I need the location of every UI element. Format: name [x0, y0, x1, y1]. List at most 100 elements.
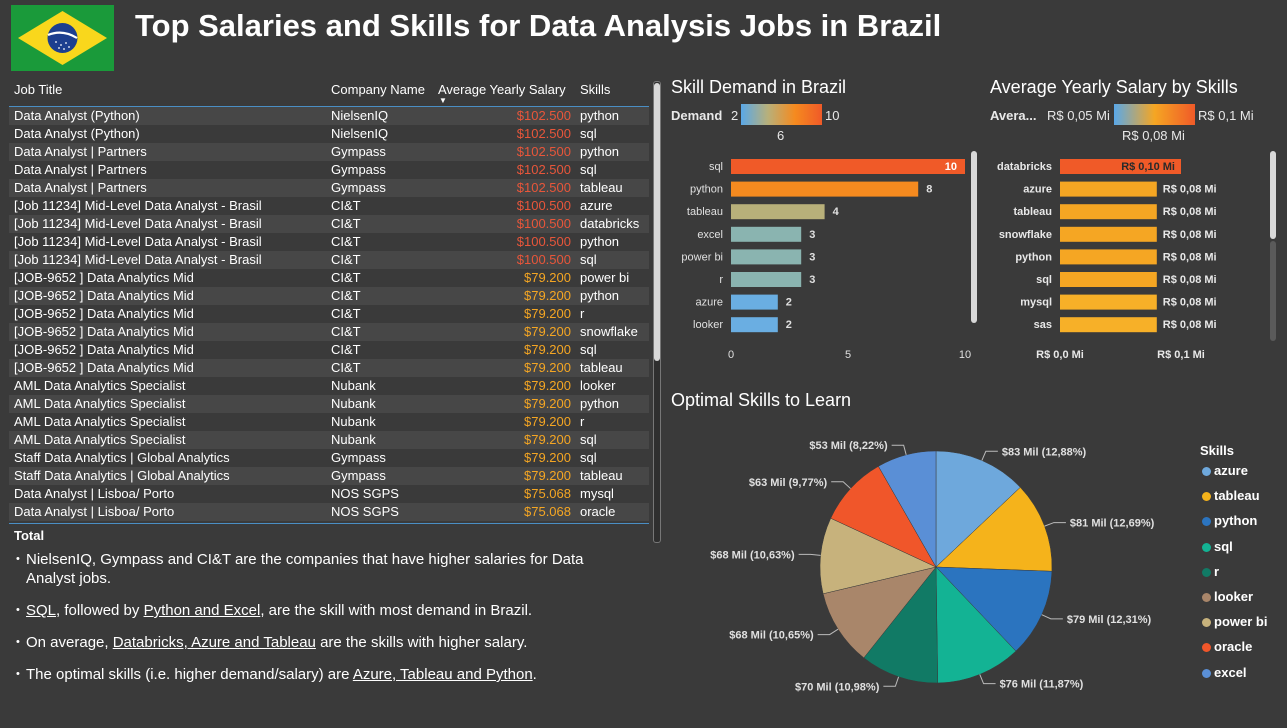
header-skills[interactable]: Skills [580, 82, 611, 97]
pie-legend-item[interactable]: excel [1200, 665, 1267, 690]
salary-bar [1060, 204, 1157, 220]
demand-category-label: looker [693, 319, 723, 331]
table-row[interactable]: Staff Data Analytics | Global Analytics G… [9, 449, 649, 467]
pie-legend-item[interactable]: azure [1200, 463, 1267, 488]
salary-data-label: R$ 0,08 Mi [1163, 229, 1217, 241]
demand-category-label: tableau [687, 206, 723, 218]
legend-marker [1202, 567, 1211, 577]
pie-legend-item[interactable]: r [1200, 564, 1267, 589]
cell-company-name: NOS SGPS [331, 504, 399, 519]
table-row[interactable]: [JOB-9652 ] Data Analytics Mid CI&T $79.20… [9, 269, 649, 287]
insight-highlight: Databricks, Azure and Tableau [112, 634, 316, 651]
table-scrollbar-thumb[interactable] [654, 83, 660, 361]
skill-demand-chart: sql 10 python 8 tableau 4 excel 3 power bi 3 r 3 azu… [681, 159, 971, 361]
pie-legend-item[interactable]: power bi [1200, 614, 1267, 639]
table-body: Data Analyst (Python) NielsenIQ $102.500 py… [9, 107, 649, 521]
insight-text: The optimal skills (i.e. higher demand/s… [26, 666, 353, 683]
salary-bar [1060, 249, 1157, 265]
table-row[interactable]: Data Analyst | Lisboa/ Porto NOS SGPS $75.… [9, 485, 649, 503]
pie-data-label: $79 Mil (12,31%) [1067, 614, 1152, 626]
table-row[interactable]: [JOB-9652 ] Data Analytics Mid CI&T $79.20… [9, 359, 649, 377]
pie-leader-line [798, 553, 821, 556]
salary-by-skills-chart: databricks R$ 0,10 Mi azure R$ 0,08 Mi table… [997, 159, 1217, 361]
cell-company-name: CI&T [331, 234, 361, 249]
demand-legend-mid: 6 [777, 128, 785, 143]
table-row[interactable]: Data Analyst | Partners Gympass $102.500 sq… [9, 161, 649, 179]
cell-company-name: CI&T [331, 252, 361, 267]
table-row[interactable]: AML Data Analytics Specialist Nubank $79.2… [9, 395, 649, 413]
header-job-title[interactable]: Job Title [14, 82, 63, 97]
table-row[interactable]: Data Analyst | Lisboa/ Porto NOS SGPS $75.… [9, 503, 649, 521]
table-row[interactable]: [Job 11234] Mid-Level Data Analyst - Bra… [9, 197, 649, 215]
cell-skill: r [580, 414, 585, 429]
salary-data-label: R$ 0,08 Mi [1163, 251, 1217, 263]
table-row[interactable]: [Job 11234] Mid-Level Data Analyst - Bra… [9, 215, 649, 233]
table-row[interactable]: Data Analyst (Python) NielsenIQ $102.500 py… [9, 107, 649, 125]
table-row[interactable]: [JOB-9652 ] Data Analytics Mid CI&T $79.20… [9, 287, 649, 305]
salary-by-skills-title: Average Yearly Salary by Skills [990, 77, 1238, 97]
salary-category-label: mysql [1020, 297, 1052, 309]
cell-skill: r [580, 306, 585, 321]
table-row[interactable]: AML Data Analytics Specialist Nubank $79.2… [9, 431, 649, 449]
pie-legend-item[interactable]: looker [1200, 589, 1267, 614]
cell-job-title: [JOB-9652 ] Data Analytics Mid [14, 288, 194, 303]
table-row[interactable]: [JOB-9652 ] Data Analytics Mid CI&T $79.20… [9, 323, 649, 341]
insight-note: On average, Databricks, Azure and Tablea… [16, 633, 636, 652]
header-average-yearly-salary[interactable]: Average Yearly Salary [438, 82, 566, 97]
cell-skill: tableau [580, 468, 623, 483]
cell-job-title: [JOB-9652 ] Data Analytics Mid [14, 324, 194, 339]
pie-slice [863, 566, 938, 684]
legend-marker [1202, 517, 1211, 527]
salary-scrollbar-track[interactable] [1270, 241, 1276, 341]
pie-leader-line [817, 628, 839, 636]
legend-marker [1202, 643, 1211, 653]
legend-label: power bi [1214, 614, 1268, 630]
table-row[interactable]: AML Data Analytics Specialist Nubank $79.2… [9, 377, 649, 395]
table-row[interactable]: [JOB-9652 ] Data Analytics Mid CI&T $79.20… [9, 305, 649, 323]
pie-legend-item[interactable]: oracle [1200, 639, 1267, 664]
pie-leader-line [1041, 614, 1063, 620]
table-row[interactable]: Data Analyst | Partners Gympass $102.500 py… [9, 143, 649, 161]
sort-descending-icon[interactable]: ▼ [439, 96, 447, 105]
cell-company-name: CI&T [331, 360, 361, 375]
demand-data-label: 2 [786, 297, 792, 309]
salary-scrollbar[interactable] [1270, 151, 1276, 239]
cell-salary: $79.200 [524, 306, 571, 321]
salary-xtick-label: R$ 0,1 Mi [1157, 349, 1205, 361]
demand-category-label: sql [709, 161, 723, 173]
cell-job-title: [JOB-9652 ] Data Analytics Mid [14, 306, 194, 321]
table-row[interactable]: Data Analyst | Partners Gympass $102.500 ta… [9, 179, 649, 197]
salary-bar [1060, 272, 1157, 287]
pie-legend-item[interactable]: python [1200, 513, 1267, 538]
pie-data-label: $70 Mil (10,98%) [795, 681, 880, 693]
pie-data-label: $76 Mil (11,87%) [1000, 679, 1084, 691]
cell-company-name: CI&T [331, 270, 361, 285]
cell-company-name: Nubank [331, 396, 376, 411]
table-row[interactable]: [JOB-9652 ] Data Analytics Mid CI&T $79.20… [9, 341, 649, 359]
cell-skill: python [580, 234, 620, 249]
table-row[interactable]: Staff Data Analytics | Global Analytics G… [9, 467, 649, 485]
cell-skill: sql [580, 162, 597, 177]
table-row[interactable]: [Job 11234] Mid-Level Data Analyst - Bra… [9, 251, 649, 269]
insight-highlight: Azure, Tableau and Python [352, 666, 533, 683]
header-company-name[interactable]: Company Name [331, 82, 425, 97]
cell-salary: $79.200 [524, 324, 571, 339]
cell-skill: databricks [580, 216, 640, 231]
cell-job-title: [Job 11234] Mid-Level Data Analyst - Bra… [14, 198, 262, 213]
legend-label: azure [1214, 463, 1248, 478]
pie-leader-line [831, 481, 851, 489]
demand-scrollbar[interactable] [971, 151, 977, 323]
table-row[interactable]: Data Analyst (Python) NielsenIQ $102.500 sq… [9, 125, 649, 143]
pie-leader-line [1044, 522, 1066, 527]
cell-salary: $100.500 [516, 252, 571, 267]
pie-legend-item[interactable]: tableau [1200, 488, 1267, 513]
table-row[interactable]: AML Data Analytics Specialist Nubank $79.2… [9, 413, 649, 431]
legend-label: looker [1214, 588, 1254, 604]
pie-legend-item[interactable]: sql [1200, 539, 1267, 564]
salary-category-label: sas [1034, 319, 1052, 331]
cell-salary: $102.500 [516, 180, 571, 195]
legend-marker [1202, 542, 1211, 552]
insight-highlight: SQL [26, 602, 57, 619]
table-row[interactable]: [Job 11234] Mid-Level Data Analyst - Bra… [9, 233, 649, 251]
salary-data-label: R$ 0,08 Mi [1163, 206, 1217, 218]
